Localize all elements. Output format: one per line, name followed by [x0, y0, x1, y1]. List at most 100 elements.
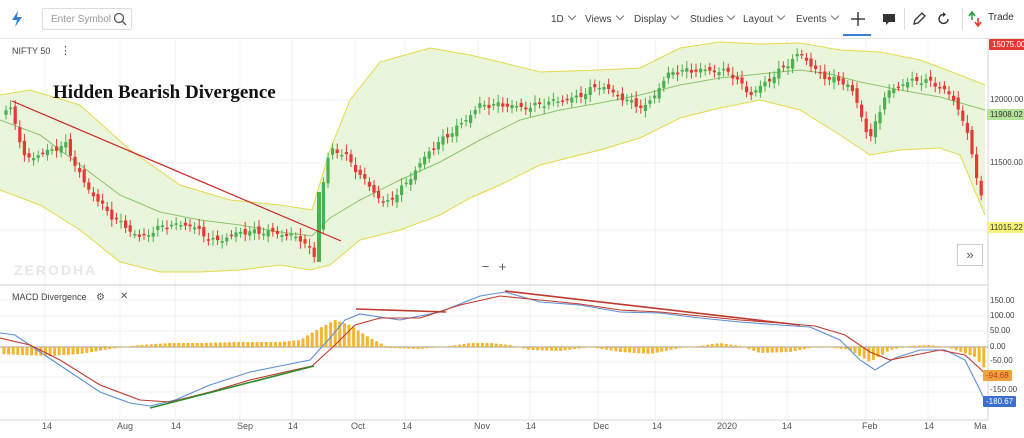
- time-tick: Ma: [974, 421, 987, 431]
- candle-body: [441, 136, 445, 145]
- candle-body: [915, 77, 919, 81]
- candle-body: [749, 91, 753, 96]
- histogram-bar: [306, 335, 310, 347]
- candle-body: [308, 246, 312, 248]
- zoom-in-button[interactable]: +: [498, 259, 507, 274]
- candle-body: [331, 148, 335, 155]
- candle-body: [551, 99, 555, 101]
- crosshair-icon[interactable]: [849, 10, 867, 28]
- histogram-bar: [904, 346, 908, 348]
- more-options-icon[interactable]: ⋮: [60, 45, 71, 57]
- macd-tick: 50.00: [990, 326, 1011, 335]
- histogram-bar: [687, 347, 691, 348]
- candle-body: [832, 76, 836, 83]
- candle-body: [377, 190, 381, 199]
- candle-body: [979, 180, 983, 196]
- menu-events[interactable]: Events: [796, 0, 839, 38]
- candle-body: [96, 194, 100, 202]
- candle-body: [188, 224, 192, 227]
- histogram-bar: [503, 344, 507, 347]
- time-tick: 14: [526, 421, 537, 431]
- histogram-bar: [761, 347, 765, 353]
- candle-body: [942, 85, 946, 90]
- candle-body: [289, 234, 293, 236]
- search-icon[interactable]: [113, 12, 127, 26]
- candle-body: [455, 125, 459, 137]
- candle-body: [450, 133, 454, 137]
- candle-body: [280, 235, 284, 238]
- macd-badge-signal: -180.67: [983, 396, 1017, 407]
- histogram-bar: [531, 347, 535, 351]
- price-tick: 11500.00: [990, 158, 1023, 167]
- close-icon[interactable]: ✕: [120, 291, 129, 302]
- candle-body: [538, 102, 542, 105]
- histogram-bar: [545, 347, 549, 351]
- candle-body: [335, 149, 339, 153]
- candle-body: [924, 79, 928, 83]
- histogram-bar: [968, 347, 972, 356]
- scroll-to-latest-button[interactable]: »: [957, 244, 983, 266]
- menu-interval[interactable]: 1D: [551, 0, 577, 38]
- candle-body: [837, 76, 841, 81]
- candle-body: [294, 236, 298, 239]
- candle-body: [459, 122, 463, 125]
- histogram-bar: [352, 327, 356, 347]
- histogram-bar: [319, 327, 323, 347]
- reset-icon[interactable]: [935, 10, 953, 28]
- candle-body: [952, 95, 956, 101]
- kite-logo-icon[interactable]: [9, 10, 25, 28]
- histogram-bar: [582, 347, 586, 348]
- histogram-bar: [398, 347, 402, 349]
- search-input[interactable]: Enter Symbol: [42, 8, 132, 30]
- histogram-bar: [807, 347, 811, 349]
- candle-body: [381, 201, 385, 203]
- histogram-bar: [632, 347, 636, 353]
- histogram-bar: [821, 346, 825, 347]
- candle-body: [901, 84, 905, 86]
- candle-body: [501, 103, 505, 107]
- macd-study-title[interactable]: MACD Divergence: [12, 292, 87, 302]
- gear-icon[interactable]: ⚙: [96, 292, 105, 303]
- histogram-bar: [848, 347, 852, 351]
- histogram-bar: [913, 345, 917, 347]
- candle-body: [708, 66, 712, 71]
- menu-views[interactable]: Views: [585, 0, 624, 38]
- histogram-bar: [830, 347, 834, 348]
- trade-button[interactable]: Trade: [988, 12, 1014, 23]
- candle-body: [68, 139, 72, 156]
- histogram-bar: [586, 347, 590, 348]
- histogram-bar: [637, 347, 641, 354]
- comment-icon[interactable]: [880, 10, 898, 28]
- candle-body: [846, 84, 850, 87]
- histogram-bar: [421, 347, 425, 349]
- candle-body: [643, 104, 647, 111]
- histogram-bar: [554, 347, 558, 351]
- histogram-bar: [375, 341, 379, 347]
- histogram-bar: [181, 343, 185, 347]
- macd-tick: -50.00: [990, 356, 1013, 365]
- chart-canvas[interactable]: [0, 38, 1024, 438]
- candle-body: [18, 127, 22, 143]
- zoom-out-button[interactable]: −: [481, 259, 490, 274]
- menu-studies[interactable]: Studies: [690, 0, 736, 38]
- histogram-bar: [273, 342, 277, 347]
- candle-body: [409, 179, 413, 185]
- histogram-bar: [237, 342, 241, 347]
- candle-body: [791, 58, 795, 69]
- candle-body: [55, 146, 59, 151]
- draw-pencil-icon[interactable]: [910, 10, 928, 28]
- histogram-bar: [733, 345, 737, 347]
- candle-body: [36, 155, 40, 158]
- menu-layout[interactable]: Layout: [743, 0, 786, 38]
- candle-body: [653, 95, 657, 99]
- candle-body: [519, 103, 523, 107]
- trade-arrows-icon[interactable]: [967, 10, 985, 28]
- histogram-bar: [678, 347, 682, 348]
- symbol-label[interactable]: NIFTY 50: [12, 46, 51, 56]
- histogram-bar: [784, 347, 788, 353]
- histogram-bar: [39, 347, 43, 356]
- menu-display[interactable]: Display: [634, 0, 680, 38]
- histogram-bar: [117, 347, 121, 348]
- histogram-bar: [789, 347, 793, 352]
- histogram-bar: [664, 347, 668, 351]
